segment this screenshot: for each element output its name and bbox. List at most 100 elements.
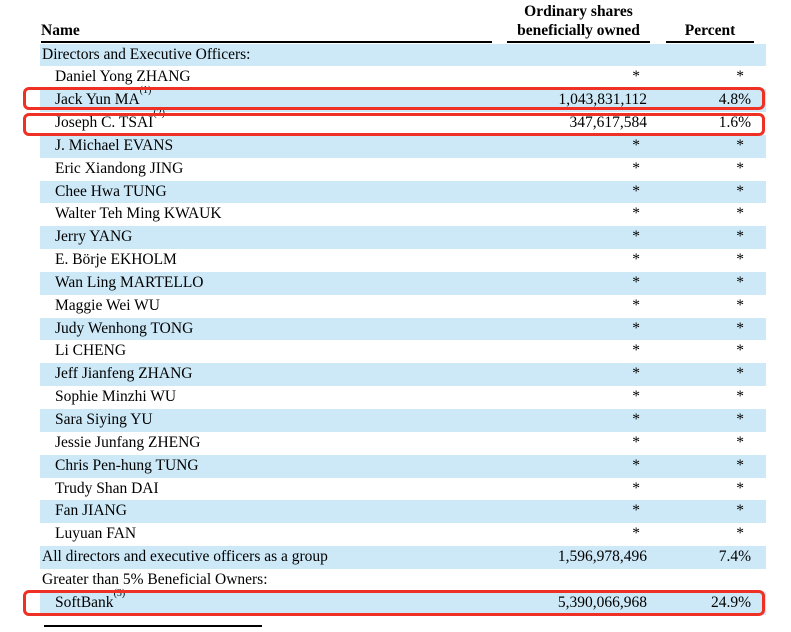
row-percent-cell: * <box>736 228 744 246</box>
row-name-text: Jeff Jianfeng ZHANG <box>55 365 193 383</box>
row-name-cell: J. Michael EVANS <box>40 135 173 158</box>
row-percent-cell: * <box>736 342 744 360</box>
table-row: SoftBank(3) 5,390,066,968 24.9% <box>40 588 766 615</box>
row-name-cell: All directors and executive officers as … <box>40 546 328 569</box>
row-name-cell: Trudy Shan DAI <box>40 478 159 501</box>
row-name-cell: Chris Pen-hung TUNG <box>40 455 199 478</box>
row-percent-cell: * <box>736 68 744 86</box>
row-name-text: Jack Yun MA <box>55 91 140 109</box>
row-shares-cell: * <box>632 182 640 200</box>
row-name-text: SoftBank <box>55 593 114 611</box>
row-name-cell: Greater than 5% Beneficial Owners: <box>40 569 268 592</box>
table-row: Judy Wenhong TONG * * <box>40 317 766 341</box>
row-shares-cell: * <box>632 365 640 383</box>
row-name-text: Wan Ling MARTELLO <box>55 273 204 291</box>
row-shares-cell: * <box>632 136 640 154</box>
row-percent-cell: * <box>736 365 744 383</box>
column-header-shares-line2: beneficially owned <box>517 22 640 39</box>
table-row: J. Michael EVANS * * <box>40 134 766 158</box>
row-name-cell: Judy Wenhong TONG <box>40 318 193 341</box>
row-percent-cell: * <box>736 388 744 406</box>
footnote-ref: (2) <box>153 107 165 119</box>
column-header-percent: Percent <box>684 22 736 39</box>
column-header-shares-line1: Ordinary shares <box>524 3 633 20</box>
row-name-text: Trudy Shan DAI <box>55 479 159 497</box>
row-name-text: J. Michael EVANS <box>55 136 174 154</box>
table-row: All directors and executive officers as … <box>40 546 766 569</box>
row-name-cell: Sophie Minzhi WU <box>40 386 176 409</box>
table-row: E. Börje EKHOLM * * <box>40 249 766 272</box>
row-shares-cell: * <box>632 502 640 520</box>
footnote-divider <box>44 625 262 627</box>
row-percent-cell: * <box>736 251 744 269</box>
row-percent-cell: 4.8% <box>718 91 751 109</box>
row-name-text: Luyuan FAN <box>55 525 137 543</box>
header-underline-shares <box>507 40 650 43</box>
row-name-text: Walter Teh Ming KWAUK <box>55 205 222 223</box>
row-shares-cell: * <box>632 319 640 337</box>
row-name-text: Chee Hwa TUNG <box>55 182 167 200</box>
table-row: Jack Yun MA(1) 1,043,831,112 4.8% <box>40 86 766 113</box>
table-row: Joseph C. TSAI(2) 347,617,584 1.6% <box>40 108 766 135</box>
row-name-cell: Jerry YANG <box>40 226 132 249</box>
table-body: Directors and Executive Officers: Daniel… <box>23 43 766 616</box>
row-name-cell: Jessie Junfang ZHENG <box>40 432 201 455</box>
row-shares-cell: * <box>632 251 640 269</box>
row-name-cell: Maggie Wei WU <box>40 295 160 318</box>
row-name-text: Directors and Executive Officers: <box>42 45 251 63</box>
table-row: Jessie Junfang ZHENG * * <box>40 432 766 455</box>
table-row: Daniel Yong ZHANG * * <box>40 66 766 89</box>
row-name-text: Judy Wenhong TONG <box>55 319 194 337</box>
row-shares-cell: * <box>632 205 640 223</box>
row-name-text: Sophie Minzhi WU <box>55 388 177 406</box>
row-name-cell: SoftBank(3) <box>40 588 125 615</box>
header-underline-percent <box>666 40 754 43</box>
row-name-text: Chris Pen-hung TUNG <box>55 456 199 474</box>
row-name-text: Greater than 5% Beneficial Owners: <box>42 570 268 588</box>
row-name-text: Li CHENG <box>55 342 127 360</box>
row-percent-cell: * <box>736 502 744 520</box>
row-name-text: All directors and executive officers as … <box>42 548 328 566</box>
row-percent-cell: 1.6% <box>718 114 751 132</box>
row-name-cell: Walter Teh Ming KWAUK <box>40 203 222 226</box>
table-row: Greater than 5% Beneficial Owners: <box>40 569 766 592</box>
row-shares-cell: * <box>632 68 640 86</box>
row-percent-cell: 7.4% <box>718 548 751 566</box>
row-shares-cell: * <box>632 296 640 314</box>
row-shares-cell: * <box>632 159 640 177</box>
table-row: Directors and Executive Officers: <box>40 43 766 67</box>
row-shares-cell: 1,043,831,112 <box>558 91 647 109</box>
row-percent-cell: 24.9% <box>710 593 751 611</box>
row-name-text: Eric Xiandong JING <box>55 159 184 177</box>
row-percent-cell: * <box>736 182 744 200</box>
row-shares-cell: * <box>632 525 640 543</box>
row-percent-cell: * <box>736 433 744 451</box>
row-name-cell: Joseph C. TSAI(2) <box>40 108 165 135</box>
row-shares-cell: * <box>632 342 640 360</box>
row-shares-cell: * <box>632 411 640 428</box>
row-percent-cell: * <box>736 296 744 314</box>
table-row: Chris Pen-hung TUNG * * <box>40 454 766 478</box>
table-row: Trudy Shan DAI * * <box>40 478 766 501</box>
row-name-cell: Fan JIANG <box>40 500 127 523</box>
table-row: Sophie Minzhi WU * * <box>40 386 766 409</box>
column-header-shares: Ordinary shares beneficially owned <box>498 2 659 40</box>
row-percent-cell: * <box>736 319 744 337</box>
table-row: Luyuan FAN * * <box>40 523 766 546</box>
column-header-name: Name <box>41 22 80 39</box>
row-shares-cell: * <box>632 228 640 246</box>
row-shares-cell: 1,596,978,496 <box>557 548 647 566</box>
table-row: Sara Siying YU * * <box>40 409 766 432</box>
row-name-cell: Directors and Executive Officers: <box>40 44 250 67</box>
row-name-text: Joseph C. TSAI <box>55 114 154 132</box>
table-row: Wan Ling MARTELLO * * <box>40 271 766 295</box>
row-name-cell: Jeff Jianfeng ZHANG <box>40 363 192 386</box>
row-name-text: E. Börje EKHOLM <box>55 251 177 269</box>
row-percent-cell: * <box>736 205 744 223</box>
row-shares-cell: * <box>632 479 640 497</box>
row-name-text: Sara Siying YU <box>55 411 153 428</box>
table-row: Li CHENG * * <box>40 340 766 363</box>
row-shares-cell: * <box>632 273 640 291</box>
row-name-text: Fan JIANG <box>55 502 127 520</box>
